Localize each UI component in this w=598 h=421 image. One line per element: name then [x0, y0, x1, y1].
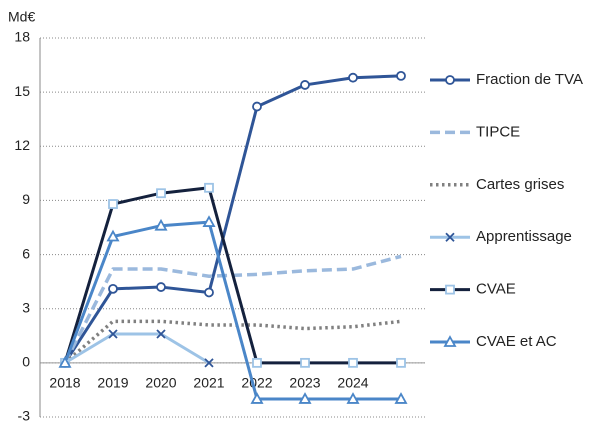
y-tick-label: -3 — [18, 408, 31, 421]
legend-label: Cartes grises — [476, 176, 564, 193]
marker — [108, 329, 118, 339]
marker — [250, 392, 264, 404]
marker — [108, 283, 118, 294]
marker — [443, 335, 457, 347]
series-line — [63, 220, 401, 401]
y-tick-label: 15 — [14, 83, 30, 99]
legend-label: TIPCE — [476, 123, 520, 140]
marker — [106, 229, 120, 242]
marker — [396, 357, 406, 368]
marker — [394, 392, 408, 404]
marker — [252, 101, 262, 112]
marker — [396, 71, 406, 81]
marker — [348, 72, 358, 83]
x-tick-label: 2018 — [49, 375, 80, 391]
y-tick-label: 6 — [22, 245, 30, 261]
legend-label: CVAE — [476, 281, 516, 298]
x-tick-label: 2022 — [241, 375, 272, 391]
x-tick-label: 2020 — [145, 375, 176, 391]
marker — [204, 287, 214, 298]
y-tick-label: 3 — [22, 299, 30, 315]
marker — [156, 188, 166, 199]
marker — [154, 218, 168, 231]
series-line — [63, 186, 401, 365]
y-axis-title: Md€ — [8, 9, 35, 25]
y-tick-label: 9 — [22, 191, 30, 207]
y-tick-label: 0 — [22, 354, 30, 370]
x-tick-label: 2024 — [337, 375, 368, 391]
series-line — [64, 332, 210, 365]
marker — [348, 357, 358, 368]
marker — [445, 284, 455, 295]
y-tick-label: 18 — [14, 29, 30, 45]
marker — [108, 199, 118, 209]
marker — [252, 357, 262, 368]
marker — [204, 182, 214, 193]
marker — [202, 215, 216, 227]
marker — [204, 358, 214, 368]
series-line — [63, 319, 402, 365]
marker — [156, 282, 166, 292]
legend-label: Fraction de TVA — [476, 71, 583, 88]
legend-label: Apprentissage — [476, 228, 572, 245]
marker — [445, 232, 455, 242]
legend-label: CVAE et AC — [476, 333, 557, 350]
marker — [300, 357, 310, 368]
x-tick-label: 2023 — [289, 375, 320, 391]
series-line — [63, 74, 402, 364]
marker — [445, 75, 455, 85]
marker — [346, 392, 360, 404]
x-tick-label: 2021 — [193, 375, 224, 391]
x-tick-label: 2019 — [97, 375, 128, 391]
y-tick-label: 12 — [14, 137, 30, 153]
marker — [300, 80, 310, 90]
marker — [298, 392, 312, 404]
marker — [58, 356, 72, 368]
marker — [156, 329, 166, 339]
